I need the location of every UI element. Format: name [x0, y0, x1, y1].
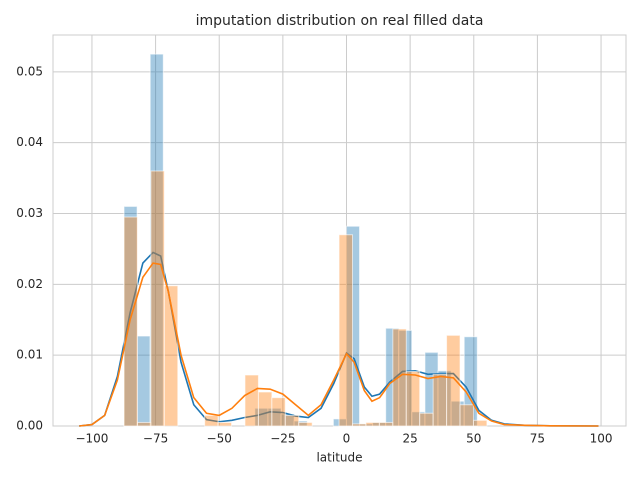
x-tick-label: 50 [466, 432, 481, 446]
y-tick-label: 0.04 [16, 135, 43, 149]
x-tick-label: 0 [343, 432, 351, 446]
x-tick-label: −50 [207, 432, 232, 446]
x-tick-label: 100 [590, 432, 613, 446]
histogram-bar [271, 397, 286, 427]
histogram-bar [257, 391, 273, 427]
histogram-bar [284, 414, 300, 427]
y-tick-label: 0.02 [16, 277, 43, 291]
histogram-bar [432, 373, 448, 427]
x-tick-label: −75 [143, 432, 168, 446]
kde-line [79, 262, 599, 427]
histogram-bar [352, 423, 367, 427]
histogram-bar [405, 370, 421, 427]
histogram-bar [244, 374, 259, 427]
histogram-bar [217, 421, 233, 427]
histogram-bar [378, 421, 394, 427]
chart-title: imputation distribution on real filled d… [196, 13, 484, 29]
y-tick-label: 0.01 [16, 348, 43, 362]
x-tick-label: 75 [530, 432, 545, 446]
x-tick-label: −100 [75, 432, 108, 446]
x-axis-label: latitude [316, 451, 362, 465]
histogram-bar [338, 234, 354, 427]
histogram-bar [150, 170, 165, 427]
x-tick-label: −25 [270, 432, 295, 446]
histogram-bar [419, 412, 434, 427]
y-tick-label: 0.03 [16, 206, 43, 220]
histogram-bar [298, 421, 313, 427]
histogram-bar [365, 421, 380, 427]
y-tick-label: 0.00 [16, 419, 43, 433]
histogram-bar [204, 414, 219, 427]
histogram-bar [136, 421, 152, 427]
y-tick-label: 0.05 [16, 64, 43, 78]
histogram-bar [446, 334, 461, 427]
histogram-bar [472, 419, 488, 427]
histogram-bar [392, 328, 407, 427]
histogram-bar [459, 404, 474, 427]
x-tick-label: 25 [402, 432, 417, 446]
histogram-bar [136, 335, 151, 427]
histogram-bar [123, 216, 138, 427]
